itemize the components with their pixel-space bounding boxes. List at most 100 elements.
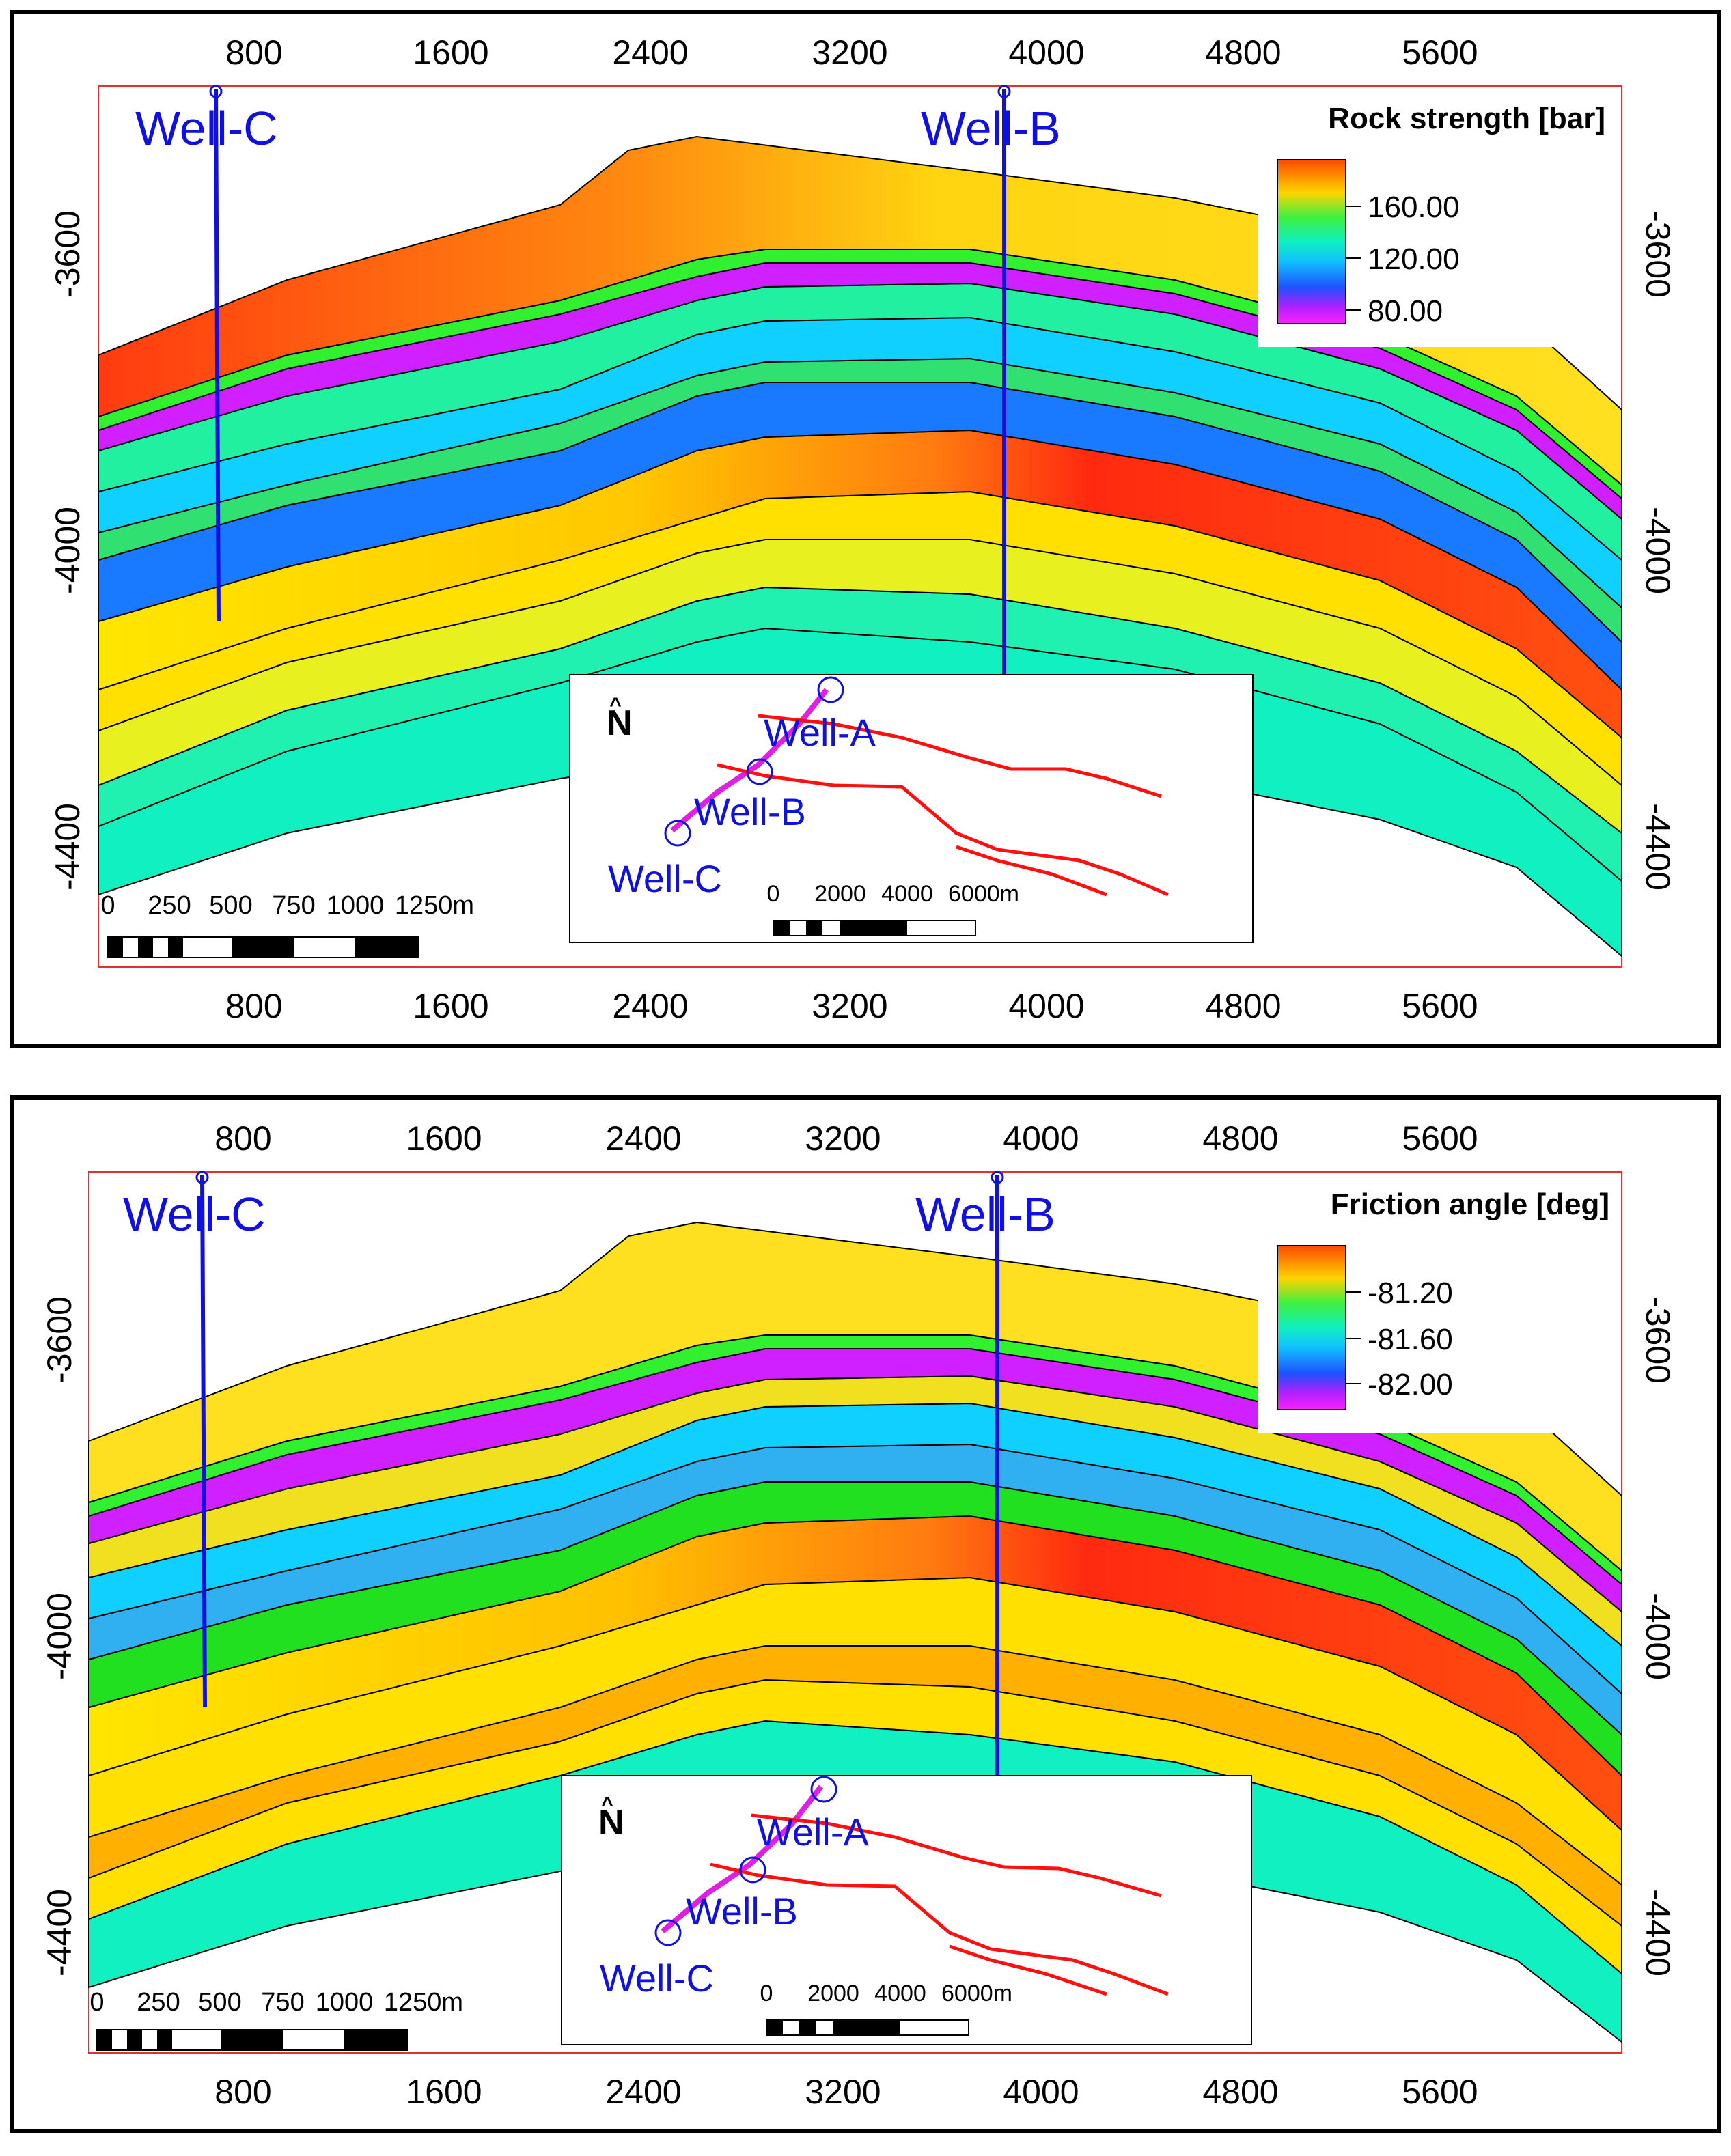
fault-line-2 <box>710 1862 1169 1996</box>
x-tick-bottom: 5600 <box>1402 2073 1478 2111</box>
well-c-marker-icon <box>664 820 691 847</box>
x-tick-top: 3200 <box>805 1119 881 1158</box>
inset-scale-tick: 2000 <box>807 1980 859 2006</box>
scale-tick: 0 <box>100 891 115 920</box>
inset-well-c-label: Well-C <box>600 1957 714 2000</box>
y-tick-right: -3600 <box>1639 1296 1677 1384</box>
x-tick-top: 800 <box>214 1119 271 1158</box>
bottom-axis: 800 1600 2400 3200 4000 4800 5600 <box>214 2073 1478 2111</box>
top-axis: 800 1600 2400 3200 4000 4800 5600 <box>225 33 1478 72</box>
legend-colorbar <box>1277 159 1346 324</box>
scale-tick: 1000 <box>327 891 385 920</box>
x-tick-top: 2400 <box>605 1119 681 1158</box>
left-axis: -3600 -4000 -4400 <box>49 210 87 891</box>
x-tick-bottom: 2400 <box>605 2073 681 2111</box>
inset-well-c-label: Well-C <box>608 857 722 900</box>
legend-title: Rock strength [bar] <box>1328 102 1605 135</box>
x-tick-bottom: 800 <box>214 2073 271 2111</box>
right-axis: -3600 -4000 -4400 <box>1639 1296 1677 1976</box>
legend-colorbar <box>1277 1245 1346 1410</box>
x-tick-top: 3200 <box>812 33 887 72</box>
well-c-trajectory <box>200 1174 207 1708</box>
y-tick-left: -3600 <box>49 210 87 298</box>
y-tick-left: -4400 <box>49 803 87 891</box>
x-tick-bottom: 3200 <box>812 987 887 1025</box>
well-c-marker-icon <box>654 1919 682 1946</box>
well-b-label: Well-B <box>915 1188 1055 1241</box>
well-c-label: Well-C <box>135 102 278 155</box>
friction-angle-panel: Friction angle [deg] -81.20 -81.60 -82.0… <box>10 1095 1721 2133</box>
well-c-label: Well-C <box>123 1188 266 1241</box>
x-tick-bottom: 4000 <box>1008 987 1084 1025</box>
x-tick-top: 5600 <box>1402 33 1478 72</box>
well-track-line <box>670 688 829 833</box>
scale-bar: 0 250 500 750 1000 1250m <box>100 891 474 958</box>
layer-yellow-top <box>88 1221 1622 1573</box>
y-tick-right: -4400 <box>1639 803 1677 891</box>
legend-tick-81-20: -81.20 <box>1368 1276 1453 1310</box>
y-tick-left: -4000 <box>49 507 87 594</box>
x-tick-bottom: 1600 <box>406 2073 482 2111</box>
x-tick-bottom: 2400 <box>612 987 688 1025</box>
scale-tick: 0 <box>89 1988 104 2017</box>
scale-tick: 750 <box>272 891 315 920</box>
x-tick-top: 1600 <box>413 33 488 72</box>
legend-title: Friction angle [deg] <box>1331 1188 1609 1221</box>
x-tick-top: 4000 <box>1008 33 1084 72</box>
fault-line-3 <box>956 845 1107 897</box>
x-tick-bottom: 800 <box>225 987 282 1025</box>
well-c-head-icon <box>209 85 223 98</box>
inset-map: N ^ Well-A Well-B Well-C 0 2000 4000 600… <box>561 1775 1252 2045</box>
inset-well-b-label: Well-B <box>694 790 806 833</box>
scale-tick: 750 <box>261 1988 304 2017</box>
well-b-marker-icon <box>739 1856 766 1884</box>
legend-tick-81-60: -81.60 <box>1368 1323 1453 1356</box>
scale-tick: 1000 <box>316 1988 374 2017</box>
scale-bar: 0 250 500 750 1000 1250m <box>89 1988 463 2051</box>
y-tick-right: -3600 <box>1639 210 1677 298</box>
inset-scale-tick: 2000 <box>814 881 866 907</box>
well-b-marker-icon <box>746 758 773 785</box>
x-tick-top: 4000 <box>1003 1119 1079 1158</box>
inset-map: N ^ Well-A Well-B Well-C 0 2000 4000 600… <box>569 674 1254 943</box>
scale-tick: 250 <box>137 1988 180 2017</box>
inset-scale-tick: 6000m <box>941 1980 1012 2006</box>
inset-well-a-label: Well-A <box>757 1810 870 1853</box>
x-tick-bottom: 4800 <box>1202 2073 1278 2111</box>
inset-scale-tick: 4000 <box>874 1980 926 2006</box>
x-tick-top: 1600 <box>406 1119 482 1158</box>
fault-line-3 <box>949 1944 1107 1996</box>
x-tick-bottom: 4800 <box>1205 987 1281 1025</box>
x-tick-top: 5600 <box>1402 1119 1478 1158</box>
y-tick-right: -4400 <box>1639 1889 1677 1976</box>
x-tick-bottom: 5600 <box>1402 987 1478 1025</box>
inset-well-b-label: Well-B <box>686 1890 798 1933</box>
x-tick-bottom: 3200 <box>805 2073 881 2111</box>
legend-tick-82-00: -82.00 <box>1368 1368 1453 1401</box>
rock-strength-panel: Rock strength [bar] 160.00 120.00 80.00 … <box>10 10 1721 1048</box>
friction-angle-section: Friction angle [deg] -81.20 -81.60 -82.0… <box>40 1119 1677 2111</box>
legend-tick-160: 160.00 <box>1368 191 1460 224</box>
inset-well-a-label: Well-A <box>764 711 876 754</box>
legend-tick-120: 120.00 <box>1368 242 1460 276</box>
well-c-head-icon <box>195 1171 209 1184</box>
x-tick-top: 2400 <box>612 33 688 72</box>
scale-tick: 1250m <box>384 1988 463 2017</box>
well-b-label: Well-B <box>921 102 1061 155</box>
x-tick-top: 800 <box>225 33 282 72</box>
scale-tick: 1250m <box>395 891 474 920</box>
north-arrow-icon: N <box>598 1803 624 1843</box>
scale-tick: 250 <box>148 891 191 920</box>
well-c-trajectory <box>214 88 221 622</box>
inset-scale-tick: 6000m <box>948 881 1019 907</box>
layer-orange-top <box>98 135 1622 487</box>
inset-scale-tick: 4000 <box>881 881 933 907</box>
inset-scale-tick: 0 <box>767 881 780 907</box>
bottom-axis: 800 1600 2400 3200 4000 4800 5600 <box>225 987 1478 1025</box>
y-tick-right: -4000 <box>1639 507 1677 594</box>
scale-tick: 500 <box>198 1988 241 2017</box>
y-tick-left: -3600 <box>40 1296 79 1384</box>
rock-strength-section: Rock strength [bar] 160.00 120.00 80.00 … <box>49 33 1677 1025</box>
y-tick-left: -4000 <box>40 1593 79 1680</box>
fault-line-1 <box>751 1813 1162 1898</box>
